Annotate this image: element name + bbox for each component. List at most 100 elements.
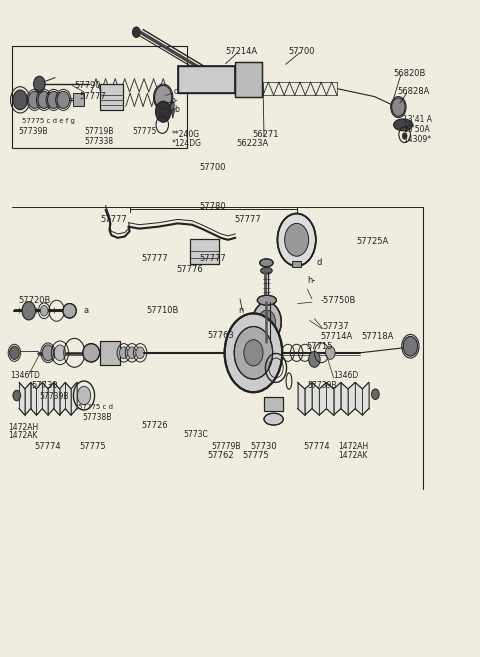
Text: 57763: 57763	[207, 330, 234, 340]
Text: c: c	[174, 87, 178, 97]
Polygon shape	[235, 62, 262, 97]
Text: 56828A: 56828A	[397, 87, 430, 97]
Circle shape	[38, 91, 50, 108]
Bar	[12, 46, 187, 148]
Polygon shape	[178, 66, 235, 93]
Circle shape	[48, 91, 60, 108]
Polygon shape	[60, 382, 65, 415]
Text: 57779B: 57779B	[211, 442, 240, 451]
Text: h-: h-	[307, 276, 315, 285]
Polygon shape	[170, 108, 175, 118]
Text: 57738B: 57738B	[83, 413, 112, 422]
Polygon shape	[319, 382, 326, 415]
Text: 57775: 57775	[79, 442, 106, 451]
Text: 57719B: 57719B	[84, 127, 113, 136]
Text: 57790: 57790	[74, 81, 101, 90]
Circle shape	[234, 327, 273, 379]
Circle shape	[22, 302, 36, 320]
Text: 1346D: 1346D	[334, 371, 359, 380]
Text: 57739B: 57739B	[18, 127, 48, 136]
Polygon shape	[42, 382, 48, 415]
Text: 57739B: 57739B	[307, 381, 336, 390]
Circle shape	[403, 336, 418, 356]
Ellipse shape	[259, 305, 274, 313]
Text: 57762: 57762	[207, 451, 234, 460]
Text: 1472AK: 1472AK	[9, 431, 38, 440]
Text: 57214A: 57214A	[226, 47, 258, 56]
Polygon shape	[305, 382, 312, 415]
Polygon shape	[54, 382, 60, 415]
Text: 57718A: 57718A	[361, 332, 393, 341]
Text: a: a	[84, 306, 89, 315]
Text: 5773C: 5773C	[183, 430, 208, 440]
Text: 57730: 57730	[251, 442, 277, 451]
Text: 57726: 57726	[142, 420, 168, 430]
Circle shape	[252, 302, 281, 342]
Bar	[100, 341, 120, 365]
Text: 57775: 57775	[132, 127, 156, 136]
Circle shape	[325, 346, 335, 359]
Circle shape	[28, 91, 41, 108]
Circle shape	[13, 90, 27, 110]
Bar	[100, 84, 123, 110]
Text: 57775 c d e f g: 57775 c d e f g	[22, 118, 74, 124]
Polygon shape	[65, 382, 71, 415]
Circle shape	[277, 214, 316, 266]
Polygon shape	[25, 382, 31, 415]
Text: h-: h-	[170, 96, 178, 105]
Text: n: n	[239, 306, 244, 315]
Text: 57715: 57715	[306, 342, 333, 351]
Circle shape	[167, 100, 174, 110]
Text: 1472AH: 1472AH	[9, 422, 39, 432]
Circle shape	[132, 27, 140, 37]
Circle shape	[34, 76, 45, 92]
Circle shape	[42, 345, 54, 361]
Bar	[100, 341, 120, 365]
Circle shape	[57, 91, 70, 108]
Polygon shape	[298, 382, 305, 415]
Text: 56223A: 56223A	[236, 139, 268, 148]
Circle shape	[13, 390, 21, 401]
Text: 57780: 57780	[199, 202, 226, 211]
Circle shape	[402, 133, 407, 139]
Circle shape	[10, 346, 19, 359]
Text: 57777: 57777	[79, 92, 106, 101]
Circle shape	[309, 351, 320, 367]
Circle shape	[40, 306, 48, 316]
Polygon shape	[362, 382, 369, 415]
Polygon shape	[341, 382, 348, 415]
Polygon shape	[348, 382, 355, 415]
Text: 57725A: 57725A	[356, 237, 388, 246]
Text: d: d	[317, 258, 322, 267]
Bar	[292, 261, 301, 267]
Text: 57777: 57777	[101, 215, 128, 224]
Polygon shape	[312, 382, 319, 415]
Text: 57730: 57730	[31, 381, 58, 390]
Text: b: b	[174, 105, 179, 114]
Ellipse shape	[260, 259, 273, 267]
Text: 57700: 57700	[199, 163, 226, 172]
Bar	[190, 239, 219, 264]
Text: 57737: 57737	[323, 322, 349, 331]
Text: 56271: 56271	[252, 129, 278, 139]
Circle shape	[155, 85, 172, 109]
Ellipse shape	[264, 413, 283, 425]
Text: 57776: 57776	[177, 265, 204, 274]
Polygon shape	[334, 382, 341, 415]
Circle shape	[136, 347, 144, 359]
Text: 1472AH: 1472AH	[338, 442, 369, 451]
Bar	[264, 397, 283, 411]
Ellipse shape	[83, 344, 100, 362]
Text: 13'41 A: 13'41 A	[403, 115, 432, 124]
Text: 57777: 57777	[142, 254, 168, 263]
Bar	[100, 84, 123, 110]
Text: 57739B: 57739B	[39, 392, 69, 401]
Ellipse shape	[63, 304, 76, 318]
Text: 13'50A: 13'50A	[403, 125, 430, 134]
Text: -57750B: -57750B	[321, 296, 356, 305]
Ellipse shape	[257, 296, 276, 305]
Circle shape	[258, 310, 276, 334]
Text: 57714A: 57714A	[321, 332, 353, 341]
Text: 1472AK: 1472AK	[338, 451, 368, 460]
Polygon shape	[36, 382, 42, 415]
